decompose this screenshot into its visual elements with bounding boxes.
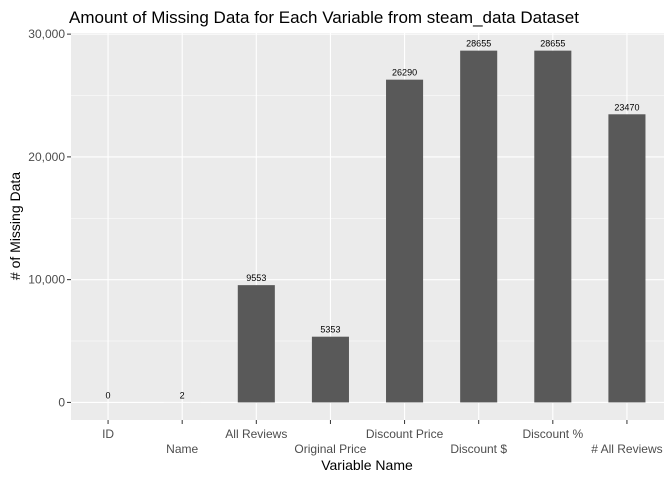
y-tick-label: 20,000 <box>28 150 65 164</box>
x-tick-label: All Reviews <box>225 427 287 441</box>
x-tick-label: Discount $ <box>450 442 507 456</box>
bar <box>386 79 424 403</box>
y-tick-label: 30,000 <box>28 27 65 41</box>
data-label: 2 <box>180 390 185 400</box>
data-label: 5353 <box>320 325 340 335</box>
data-label: 28655 <box>466 39 491 49</box>
x-tick-label: ID <box>102 427 114 441</box>
x-tick-label: Discount % <box>522 427 583 441</box>
y-tick-label: 10,000 <box>28 273 65 287</box>
x-tick-label: Discount Price <box>366 427 444 441</box>
chart-title: Amount of Missing Data for Each Variable… <box>69 8 579 27</box>
data-labels: 0 2 9553 5353 26290 28655 28655 23470 <box>106 39 640 401</box>
bar <box>311 336 349 403</box>
y-axis: 0 10,000 20,000 30,000 <box>28 27 71 409</box>
x-axis-title: Variable Name <box>321 457 413 473</box>
x-tick-label: Name <box>166 442 198 456</box>
data-label: 28655 <box>540 39 565 49</box>
data-label: 23470 <box>614 102 639 112</box>
y-axis-title: # of Missing Data <box>7 172 23 280</box>
bar <box>237 285 275 403</box>
bar <box>534 50 572 403</box>
bars <box>163 50 646 403</box>
plot-panel <box>71 33 664 420</box>
y-tick-label: 0 <box>58 395 65 409</box>
data-label: 0 <box>106 390 111 400</box>
data-label: 26290 <box>392 68 417 78</box>
bar <box>460 50 498 403</box>
x-tick-label: Original Price <box>294 442 366 456</box>
x-tick-label: # All Reviews <box>591 442 662 456</box>
bar <box>608 114 646 403</box>
data-label: 9553 <box>246 273 266 283</box>
